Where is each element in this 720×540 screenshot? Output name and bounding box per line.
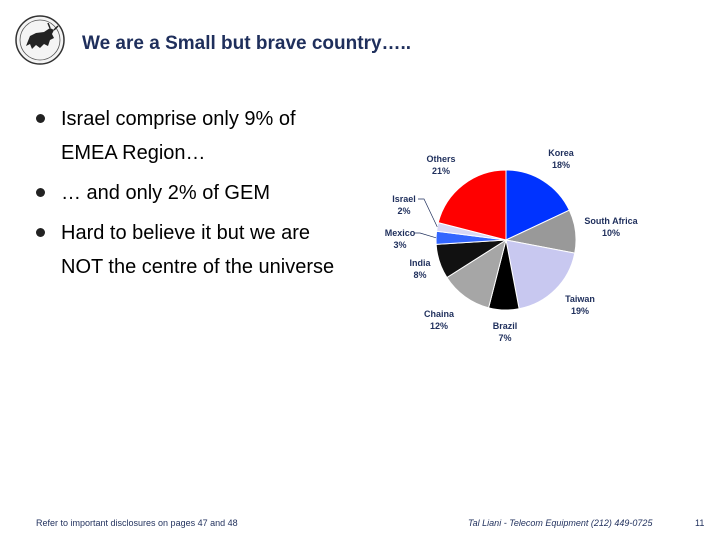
slice-value-label: 2% — [397, 206, 410, 216]
pie-leader-lines — [414, 198, 438, 239]
leader-line — [414, 232, 437, 239]
slice-label: Chaina — [424, 309, 455, 319]
bullet-text: Israel comprise only 9% of EMEA Region… — [61, 108, 296, 164]
slice-value-label: 10% — [602, 228, 620, 238]
slice-value-label: 21% — [432, 166, 450, 176]
bullet-item: Hard to believe it but we are NOT the ce… — [36, 216, 356, 284]
slice-value-label: 3% — [393, 240, 406, 250]
leader-line — [418, 198, 438, 228]
slice-label: South Africa — [584, 216, 638, 226]
slice-value-label: 18% — [552, 160, 570, 170]
slice-value-label: 7% — [498, 333, 511, 343]
bullet-list: Israel comprise only 9% of EMEA Region… … — [36, 102, 356, 290]
bullet-text: … and only 2% of GEM — [61, 182, 270, 204]
slice-label: Brazil — [493, 321, 518, 331]
bullet-dot-icon — [36, 188, 45, 197]
pie-labels: Korea 18% South Africa 10% Taiwan 19% Brazil 7%… — [385, 148, 639, 343]
slice-value-label: 19% — [571, 306, 589, 316]
page-number: 11 — [695, 518, 705, 528]
slice-label: India — [409, 258, 431, 268]
pie-slice-taiwan — [505, 239, 576, 310]
pie-slices — [435, 169, 577, 311]
bullet-item: … and only 2% of GEM — [36, 176, 356, 210]
slice-value-label: 8% — [413, 270, 426, 280]
disclosure-note: Refer to important disclosures on pages … — [36, 518, 238, 528]
slice-label: Others — [426, 154, 455, 164]
slice-label: Israel — [392, 194, 416, 204]
slice-label: Mexico — [385, 228, 416, 238]
bullet-dot-icon — [36, 114, 45, 123]
slice-label: Korea — [548, 148, 575, 158]
page-title: We are a Small but brave country….. — [82, 33, 412, 54]
bull-logo-icon — [15, 15, 65, 65]
slice-value-label: 12% — [430, 321, 448, 331]
analyst-contact: Tal Liani - Telecom Equipment (212) 449-… — [468, 518, 653, 528]
bullet-text: Hard to believe it but we are NOT the ce… — [61, 222, 335, 278]
pie-slice-korea — [505, 169, 571, 241]
bullet-item: Israel comprise only 9% of EMEA Region… — [36, 102, 356, 170]
pie-slice-others — [437, 169, 507, 241]
pie-chart: Korea 18% South Africa 10% Taiwan 19% Brazil 7%… — [385, 148, 639, 343]
bullet-dot-icon — [36, 228, 45, 237]
slice-label: Taiwan — [565, 294, 595, 304]
